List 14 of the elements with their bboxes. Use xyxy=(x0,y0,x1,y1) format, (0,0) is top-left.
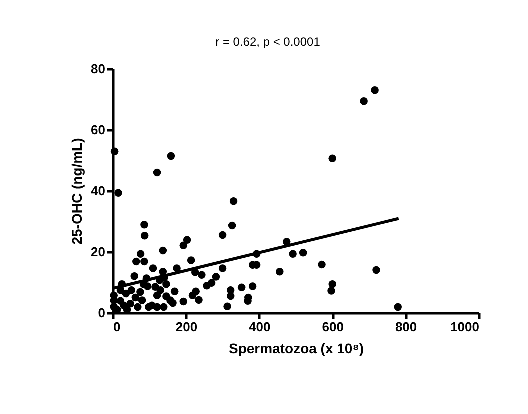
y-tick-label: 60 xyxy=(91,122,106,138)
x-tick-label: 600 xyxy=(322,320,344,334)
x-tick-label: 1000 xyxy=(450,320,480,334)
text: r = 0.62, p < 0.0001 xyxy=(216,35,321,49)
x-tick-label: 200 xyxy=(176,320,198,334)
x-tick-label: 0 xyxy=(114,320,121,334)
y-tick-label: 20 xyxy=(91,244,106,260)
y-tick-label: 80 xyxy=(91,62,106,76)
y-tick-label: 0 xyxy=(98,306,106,320)
x-tick-label: 800 xyxy=(395,320,418,334)
y-tick-label: 40 xyxy=(91,184,106,198)
y-axis-title: 25-OHC (ng/mL) xyxy=(69,138,86,245)
x-axis-title: Spermatozoa (x 10⁸) xyxy=(229,340,364,356)
x-tick-label: 400 xyxy=(249,320,271,334)
